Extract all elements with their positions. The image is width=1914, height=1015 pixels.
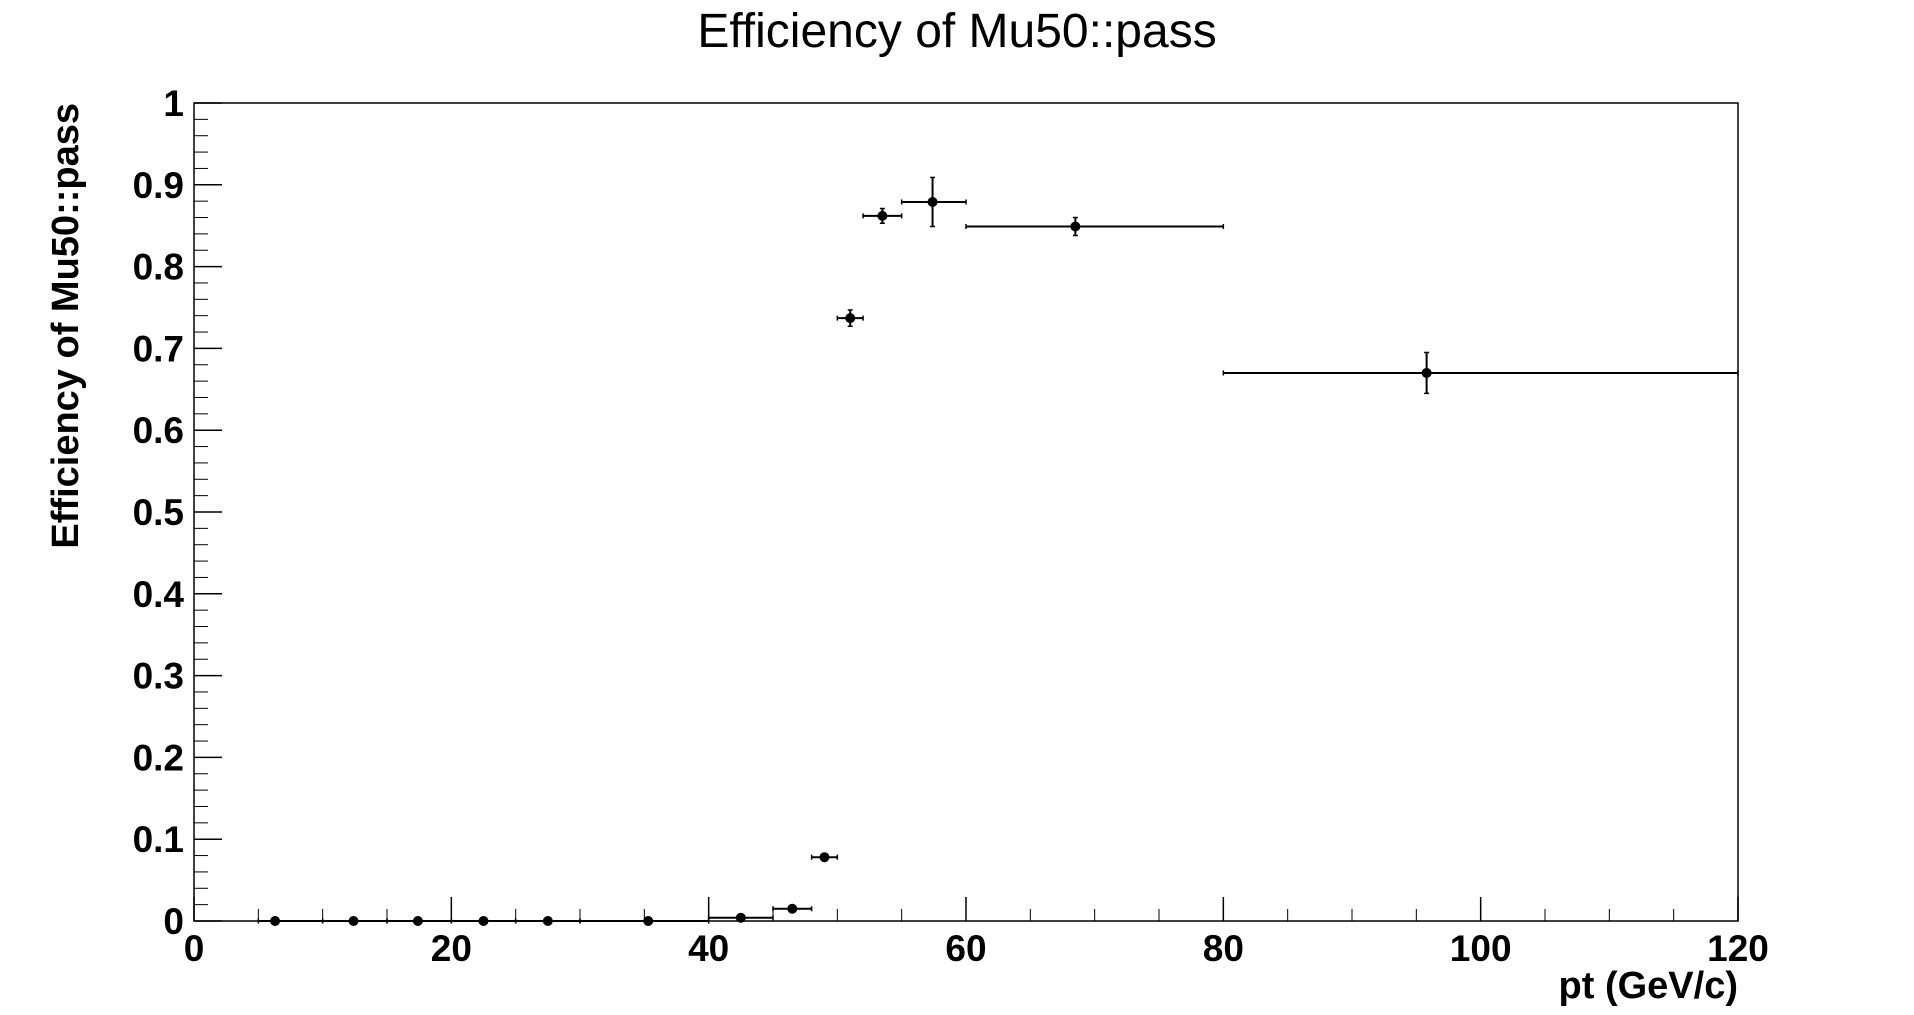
y-tick-label: 0.4 — [133, 574, 185, 615]
y-tick-label: 0.7 — [133, 328, 184, 369]
marker — [927, 196, 938, 207]
x-tick-label: 40 — [688, 928, 729, 969]
marker — [412, 916, 423, 926]
marker — [348, 916, 359, 926]
marker — [1421, 367, 1432, 378]
marker — [643, 916, 654, 926]
data-point — [257, 916, 324, 926]
y-tick-label: 0.2 — [133, 737, 184, 778]
data-point — [810, 852, 839, 863]
data-point — [965, 216, 1225, 237]
x-tick-label: 0 — [184, 928, 205, 969]
x-tick-label: 100 — [1450, 928, 1512, 969]
y-axis-label: Efficiency of Mu50::pass — [45, 103, 87, 549]
y-tick-label: 0.6 — [133, 410, 184, 451]
data-point — [386, 916, 453, 926]
x-tick-label: 120 — [1707, 928, 1769, 969]
y-tick-label: 0.1 — [133, 819, 184, 860]
x-axis: 0 20 40 60 80 100 120 — [184, 897, 1769, 969]
data-points — [257, 176, 1739, 926]
y-tick-label: 0.3 — [133, 656, 184, 697]
marker — [787, 903, 798, 914]
x-tick-label: 60 — [945, 928, 986, 969]
data-point — [450, 916, 517, 926]
data-point — [1222, 351, 1739, 395]
x-tick-label: 20 — [431, 928, 472, 969]
y-tick-label: 0 — [163, 901, 184, 942]
marker — [735, 912, 746, 923]
data-point — [707, 912, 774, 923]
marker — [478, 916, 489, 926]
marker — [542, 916, 553, 926]
chart-title: Efficiency of Mu50::pass — [697, 5, 1216, 58]
marker — [1070, 221, 1081, 232]
data-point — [836, 309, 864, 328]
data-point — [321, 916, 388, 926]
data-point — [900, 176, 967, 228]
marker — [819, 852, 830, 863]
x-axis-label: pt (GeV/c) — [1559, 965, 1738, 1007]
data-point — [579, 916, 710, 926]
marker — [270, 916, 281, 926]
marker — [877, 210, 888, 221]
y-tick-label: 1 — [163, 83, 184, 124]
x-tick-label: 80 — [1203, 928, 1244, 969]
data-point — [772, 903, 813, 914]
y-tick-label: 0.5 — [133, 492, 184, 533]
y-tick-label: 0.8 — [133, 247, 184, 288]
y-tick-label: 0.9 — [133, 165, 184, 206]
data-point — [862, 207, 903, 224]
y-axis: 0 0.1 0.2 0.3 0.4 0.5 0.6 0.7 0.8 0.9 1 — [133, 83, 222, 942]
marker — [845, 313, 856, 324]
data-point — [514, 916, 581, 926]
